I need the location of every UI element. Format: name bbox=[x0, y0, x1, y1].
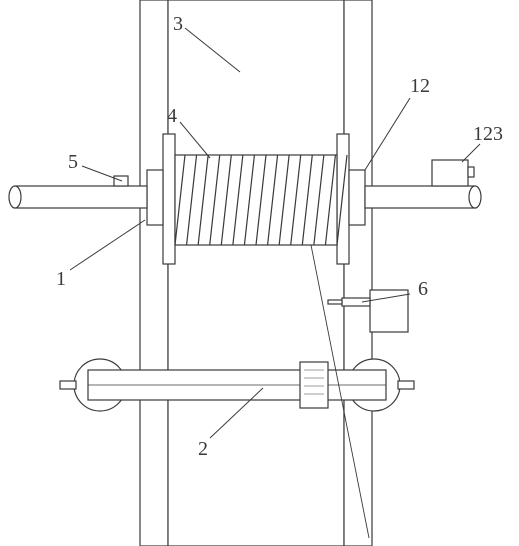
leader-123 bbox=[462, 144, 480, 162]
carriage-sensor bbox=[300, 362, 328, 408]
label-6: 6 bbox=[418, 278, 428, 300]
spool-flange-right bbox=[337, 134, 349, 264]
motor-box bbox=[432, 160, 468, 186]
right-arm-body bbox=[365, 186, 475, 208]
label-5: 5 bbox=[68, 151, 78, 173]
left-arm-cap bbox=[9, 186, 21, 208]
rail-outer-left bbox=[140, 0, 168, 546]
guide-block bbox=[370, 290, 408, 332]
motor-port bbox=[468, 167, 474, 177]
label-12: 12 bbox=[410, 75, 430, 97]
right-arm-cap bbox=[469, 186, 481, 208]
leader-1 bbox=[70, 220, 145, 270]
label-2: 2 bbox=[198, 438, 208, 460]
left-bracket bbox=[147, 170, 163, 225]
technical-diagram: 12345612123 bbox=[0, 0, 519, 546]
label-3: 3 bbox=[173, 13, 183, 35]
label-123: 123 bbox=[473, 123, 503, 145]
leader-5 bbox=[82, 166, 122, 181]
rail-outer-right bbox=[344, 0, 372, 546]
carriage-nub-left bbox=[60, 381, 76, 389]
guide-tab2 bbox=[328, 300, 342, 304]
right-bracket bbox=[349, 170, 365, 225]
left-arm-body bbox=[15, 186, 147, 208]
guide-tab bbox=[342, 298, 370, 306]
label-1: 1 bbox=[56, 268, 66, 290]
label-4: 4 bbox=[167, 105, 177, 127]
spool-flange-left bbox=[163, 134, 175, 264]
rail-channel bbox=[168, 0, 344, 546]
carriage-nub-right bbox=[398, 381, 414, 389]
